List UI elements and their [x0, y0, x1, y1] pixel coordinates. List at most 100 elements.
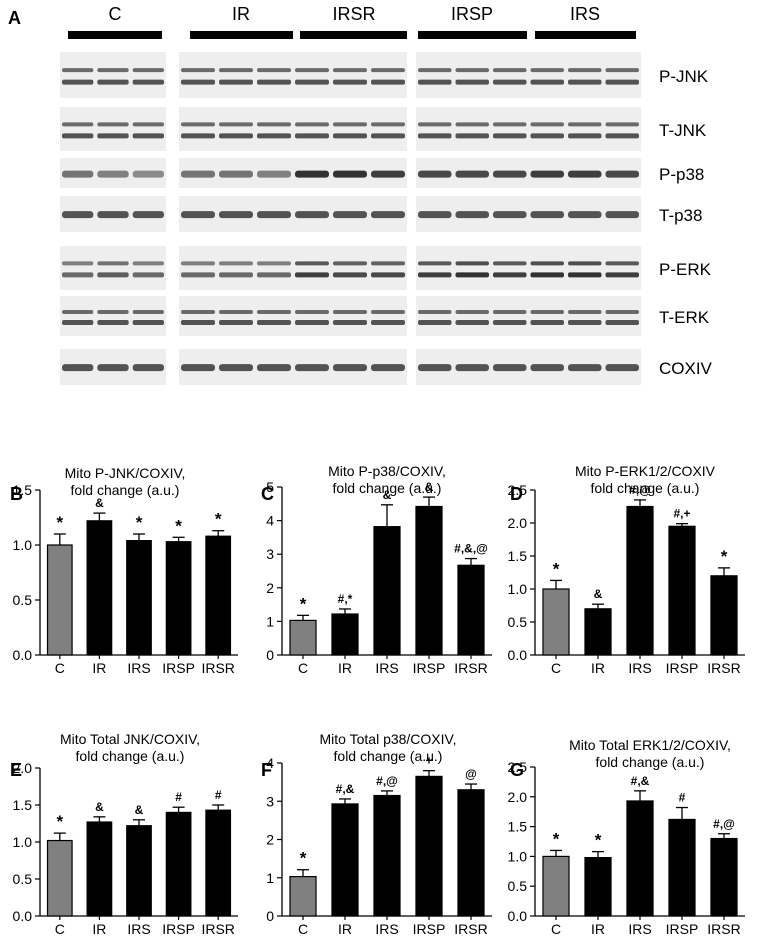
bar: [165, 541, 192, 656]
blot-band: [530, 68, 564, 73]
blot-band: [568, 364, 602, 372]
blot-band: [455, 211, 489, 219]
blot-band: [219, 170, 253, 178]
bar: [668, 818, 696, 917]
bar: [289, 876, 317, 917]
blot-band: [257, 272, 291, 278]
blot-band: [257, 170, 291, 178]
blot-band: [418, 364, 452, 372]
blot-strip: [179, 246, 407, 290]
significance-label: #,*: [338, 592, 353, 606]
blot-band: [371, 272, 405, 278]
blot-band: [219, 364, 253, 372]
blot-band: [418, 133, 452, 139]
blot-band: [371, 261, 405, 266]
y-tick-label: 1.0: [508, 581, 528, 597]
blot-band: [568, 310, 602, 314]
blot-band: [97, 320, 129, 325]
blot-band: [62, 170, 94, 178]
y-tick-label: 1.5: [13, 482, 33, 498]
blot-band: [605, 261, 639, 266]
blot-strip: [416, 296, 641, 336]
blot-band: [333, 170, 367, 178]
x-tick-label: IRSR: [454, 660, 487, 676]
significance-label: &: [594, 587, 603, 601]
blot-band: [62, 122, 94, 127]
y-tick-label: 2: [266, 580, 274, 596]
blot-band: [530, 211, 564, 219]
chart-f: F Mito Total p38/COXIV,fold change (a.u.)…: [261, 731, 492, 937]
bar: [205, 535, 232, 656]
blot-band: [132, 122, 164, 127]
blot-band: [418, 211, 452, 219]
blot-band: [493, 79, 527, 85]
chart-title: fold change (a.u.): [591, 480, 700, 496]
significance-label: &: [135, 803, 144, 817]
x-tick-label: IRSP: [162, 660, 195, 676]
blot-band: [181, 133, 215, 139]
blot-band: [219, 133, 253, 139]
bar: [626, 505, 654, 656]
blot-band: [568, 170, 602, 178]
y-tick-label: 1.0: [13, 537, 33, 553]
y-tick-label: 0.5: [508, 614, 528, 630]
bar: [373, 526, 401, 656]
blot-band: [62, 310, 94, 314]
significance-label: #,@: [713, 817, 735, 831]
x-tick-label: IR: [92, 660, 106, 676]
significance-label: *: [721, 547, 728, 566]
bar: [415, 775, 443, 917]
blot-band: [418, 320, 452, 325]
blot-band: [605, 211, 639, 219]
blot-band: [181, 170, 215, 178]
blot-band: [530, 364, 564, 372]
blot-band: [181, 68, 215, 73]
x-tick-label: IRSP: [666, 921, 699, 937]
blot-band: [333, 68, 367, 73]
blot-band: [530, 170, 564, 178]
y-tick-label: 1: [266, 870, 274, 886]
significance-label: #,&: [336, 782, 355, 796]
group-label: IRS: [570, 4, 600, 24]
y-tick-label: 0.0: [508, 908, 528, 924]
significance-label: #,+: [673, 507, 690, 521]
blot-band: [219, 79, 253, 85]
blot-band: [455, 272, 489, 278]
blot-band: [97, 310, 129, 314]
blot-band: [493, 261, 527, 266]
blot-band: [181, 310, 215, 314]
blot-band: [371, 211, 405, 219]
blot-strip: [416, 246, 641, 290]
blot-row-label: P-p38: [659, 165, 704, 184]
blot-band: [181, 261, 215, 266]
blot-band: [371, 133, 405, 139]
significance-label: &: [425, 480, 434, 494]
blot-band: [493, 272, 527, 278]
bar: [46, 544, 73, 656]
y-tick-label: 3: [266, 793, 274, 809]
blot-strip: [179, 196, 407, 232]
blot-band: [455, 170, 489, 178]
blot-band: [333, 79, 367, 85]
significance-label: *: [300, 594, 307, 613]
blot-band: [493, 68, 527, 73]
bar: [205, 809, 232, 917]
blot-band: [530, 310, 564, 314]
blot-band: [371, 364, 405, 372]
chart-title: Mito P-JNK/COXIV,: [65, 465, 186, 481]
y-tick-label: 2.5: [508, 482, 528, 498]
blot-band: [295, 68, 329, 73]
blot-band: [493, 122, 527, 127]
x-tick-label: IR: [591, 921, 605, 937]
blot-band: [455, 261, 489, 266]
y-tick-label: 0.5: [13, 592, 33, 608]
y-tick-label: 2.0: [13, 760, 33, 776]
blot-row-label: T-JNK: [659, 121, 707, 140]
y-tick-label: 1.5: [508, 819, 528, 835]
blot-band: [62, 211, 94, 219]
significance-label: &: [95, 496, 104, 510]
blot-band: [418, 310, 452, 314]
bar: [457, 789, 485, 917]
blot-band: [181, 272, 215, 278]
blot-band: [295, 272, 329, 278]
